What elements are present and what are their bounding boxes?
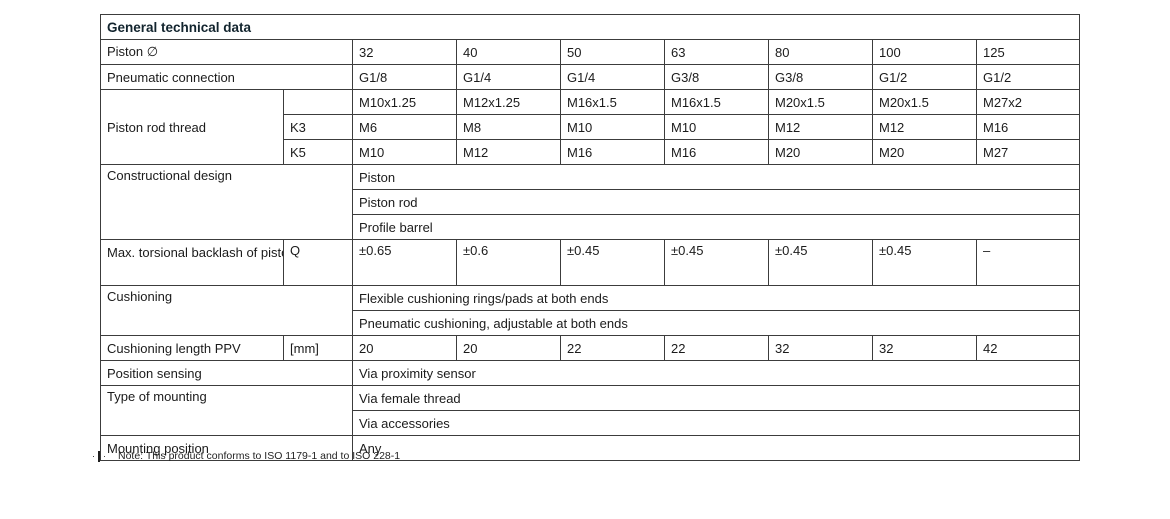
general-technical-data-table: General technical data Piston ∅ 32 40 50…: [99, 14, 1081, 461]
cell-span: Via proximity sensor: [351, 360, 1081, 386]
cell: ±0.6: [456, 239, 561, 286]
cell: –: [975, 239, 1081, 286]
cell-span: Flexible cushioning rings/pads at both e…: [351, 285, 1081, 311]
row-label-type-of-mounting: Type of mounting: [100, 385, 353, 436]
cell: M16x1.5: [560, 89, 665, 115]
cell: M27: [975, 139, 1081, 165]
row-label-cushioning: Cushioning: [100, 285, 353, 336]
cell-span: Piston rod: [351, 189, 1081, 215]
col-header: 32: [352, 39, 457, 65]
col-header: 40: [456, 39, 561, 65]
mounting-position-row: Mounting position Any: [100, 435, 1081, 461]
col-header: 80: [768, 39, 873, 65]
cell: M10: [664, 114, 769, 140]
cell: M12: [768, 114, 873, 140]
row-label-pneumatic-connection: Pneumatic connection: [100, 64, 353, 90]
cell-span: Profile barrel: [351, 214, 1081, 240]
piston-rod-thread-k5-row: K5 M10 M12 M16 M16 M20 M20 M27: [101, 139, 1081, 165]
cushioning-row2: Pneumatic cushioning, adjustable at both…: [101, 310, 1081, 336]
cell: M10x1.25: [352, 89, 457, 115]
cell: 20: [352, 335, 457, 361]
col-header: 100: [872, 39, 977, 65]
cell: ±0.45: [664, 239, 769, 286]
cell: 32: [872, 335, 977, 361]
cell: ±0.45: [872, 239, 977, 286]
cell: M10: [560, 114, 665, 140]
cell: M12x1.25: [456, 89, 561, 115]
cell: 20: [456, 335, 561, 361]
cell: ±0.45: [768, 239, 873, 286]
cushioning-length-row: Cushioning length PPV [mm] 20 20 22 22 3…: [100, 335, 1081, 361]
position-sensing-row: Position sensing Via proximity sensor: [100, 360, 1081, 386]
cell: G1/2: [872, 64, 977, 90]
cell: M16x1.5: [664, 89, 769, 115]
cell: 42: [975, 335, 1081, 361]
row-label-mounting-position: Mounting position: [100, 435, 353, 461]
cell: G1/8: [352, 64, 457, 90]
sublabel-mm: [mm]: [283, 335, 353, 361]
row-label-piston-diameter: Piston ∅: [100, 39, 353, 65]
piston-rod-thread-row: Piston rod thread M10x1.25 M12x1.25 M16x…: [100, 89, 1081, 165]
cell: G3/8: [768, 64, 873, 90]
cell: G1/4: [456, 64, 561, 90]
constructional-design-row3: Profile barrel: [101, 214, 1081, 240]
col-header: 50: [560, 39, 665, 65]
cell: M8: [456, 114, 561, 140]
cell: M20: [768, 139, 873, 165]
type-of-mounting-row2: Via accessories: [101, 410, 1081, 436]
cell-span: Piston: [351, 164, 1081, 190]
note-dot-left: ·: [92, 450, 95, 461]
empty-sublabel-cell: [283, 89, 353, 115]
sublabel-k3: K3: [283, 114, 353, 140]
cell: 32: [768, 335, 873, 361]
col-header: 125: [975, 39, 1081, 65]
constructional-design-row: Constructional design Piston: [100, 164, 1081, 240]
row-label-cushioning-length: Cushioning length PPV: [100, 335, 284, 361]
cell: ±0.65: [352, 239, 457, 286]
cell: M20x1.5: [768, 89, 873, 115]
cell: ±0.45: [560, 239, 665, 286]
dashed-bar-icon: [98, 450, 100, 462]
table-title: General technical data: [99, 14, 1081, 40]
cell: M20x1.5: [872, 89, 977, 115]
cell: M10: [352, 139, 457, 165]
torsional-backlash-row: Max. torsional backlash of piston rod [°…: [100, 239, 1081, 286]
cell: M20: [872, 139, 977, 165]
piston-rod-thread-k3-row: K3 M6 M8 M10 M10 M12 M12 M16: [101, 114, 1081, 140]
cell-span: Pneumatic cushioning, adjustable at both…: [351, 310, 1081, 336]
sublabel-k5: K5: [283, 139, 353, 165]
cell: M16: [975, 114, 1081, 140]
piston-diameter-row: Piston ∅ 32 40 50 63 80 100 125: [100, 39, 1081, 65]
cell: M12: [872, 114, 977, 140]
row-label-piston-rod-thread: Piston rod thread: [100, 89, 284, 165]
cell-span: Via female thread: [351, 385, 1081, 411]
cell: M16: [560, 139, 665, 165]
cell: 22: [664, 335, 769, 361]
footnote: · · Note: This product conforms to ISO 1…: [92, 450, 400, 462]
cell: G1/4: [560, 64, 665, 90]
col-header: 63: [664, 39, 769, 65]
cell: G3/8: [664, 64, 769, 90]
cell: G1/2: [975, 64, 1081, 90]
cell: M16: [664, 139, 769, 165]
cell: M27x2: [975, 89, 1081, 115]
footnote-text: Note: This product conforms to ISO 1179-…: [118, 450, 401, 462]
table-title-row: General technical data: [99, 14, 1081, 40]
cell-span: Any: [351, 435, 1081, 461]
row-label-position-sensing: Position sensing: [100, 360, 353, 386]
cell: 22: [560, 335, 665, 361]
cushioning-row: Cushioning Flexible cushioning rings/pad…: [100, 285, 1081, 336]
row-label-constructional-design: Constructional design: [100, 164, 353, 240]
cell: M6: [352, 114, 457, 140]
note-dot-right: ·: [103, 450, 106, 461]
pneumatic-connection-row: Pneumatic connection G1/8 G1/4 G1/4 G3/8…: [100, 64, 1081, 90]
cell: M12: [456, 139, 561, 165]
row-label-torsional-backlash: Max. torsional backlash of piston rod [°…: [100, 239, 284, 286]
cell-span: Via accessories: [351, 410, 1081, 436]
type-of-mounting-row: Type of mounting Via female thread: [100, 385, 1081, 436]
sublabel-q: Q: [283, 239, 353, 286]
